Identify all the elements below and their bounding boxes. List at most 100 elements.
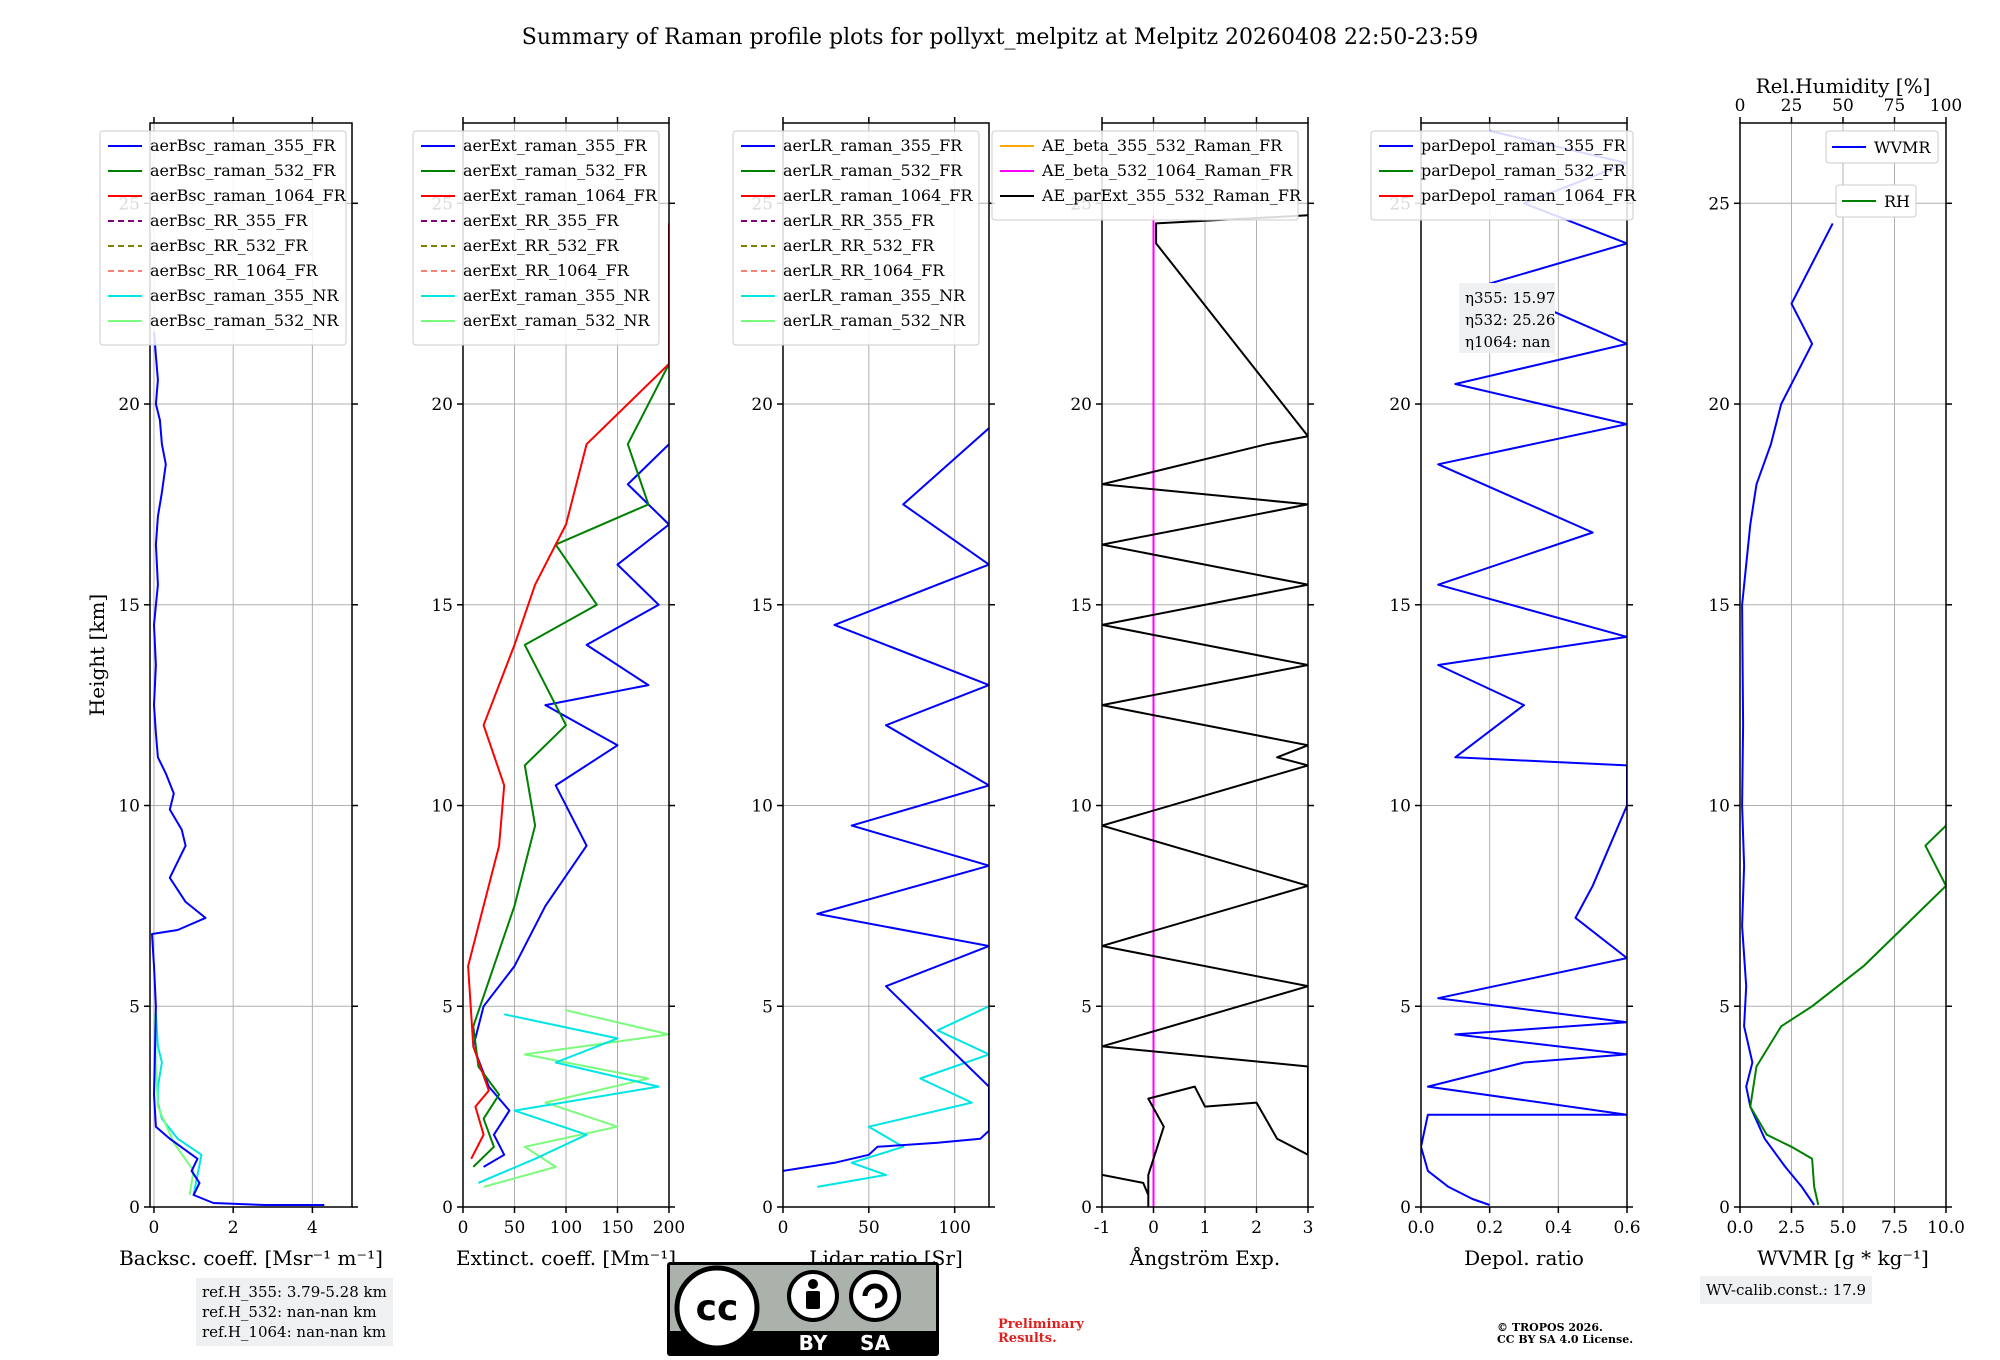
series-group-lr (783, 427, 989, 1188)
series-aerExt_raman_1064_FR (467, 223, 669, 1160)
legend-label-AE_beta_532_1064_Raman_FR: AE_beta_532_1064_Raman_FR (1041, 161, 1293, 180)
ytick-label-ae-4: 20 (1070, 395, 1092, 415)
xtick-label-ext-3: 150 (601, 1218, 633, 1238)
series-aerExt_raman_532_FR (472, 363, 669, 1168)
preliminary-line-1: Preliminary (998, 1317, 1084, 1332)
legend-label-aerBsc_raman_1064_FR: aerBsc_raman_1064_FR (150, 186, 347, 205)
ytick-label-wv-2: 10 (1708, 797, 1730, 817)
copyright-line-1: © TROPOS 2026. (1497, 1321, 1603, 1334)
legend-label-parDepol_raman_355_FR: parDepol_raman_355_FR (1421, 136, 1627, 155)
legend-ae: AE_beta_355_532_Raman_FR AE_beta_532_1064… (991, 130, 1302, 221)
panels: 0510152025024Backsc. coeff. [Msr⁻¹ m⁻¹]a… (99, 74, 1965, 1270)
legend-label-AE_beta_355_532_Raman_FR: AE_beta_355_532_Raman_FR (1041, 136, 1283, 155)
ytick-label-lr-1: 5 (762, 997, 773, 1017)
ytick-label-depol-1: 5 (1400, 997, 1411, 1017)
legend-label-aerLR_raman_355_FR: aerLR_raman_355_FR (783, 136, 963, 155)
legend-label: RH (1884, 192, 1910, 211)
xtick-label-depol-3: 0.6 (1613, 1218, 1640, 1238)
xtick-label-ae-0: -1 (1094, 1218, 1111, 1238)
ytick-label-ext-1: 5 (442, 997, 453, 1017)
share-alike-icon (849, 1270, 901, 1322)
legend-bsc: aerBsc_raman_355_FR aerBsc_raman_532_FRae… (99, 130, 347, 346)
ytick-label-bsc-0: 0 (129, 1198, 140, 1218)
preliminary-line-2: Results. (998, 1331, 1057, 1346)
ytick-label-depol-4: 20 (1389, 395, 1411, 415)
ytick-label-ae-3: 15 (1070, 596, 1092, 616)
legend-label-aerExt_raman_355_NR: aerExt_raman_355_NR (463, 286, 651, 305)
xtick-label-ae-4: 3 (1303, 1218, 1314, 1238)
series-aerExt_raman_355_FR (472, 443, 669, 1168)
legend-label-aerExt_raman_1064_FR: aerExt_raman_1064_FR (463, 186, 658, 205)
legend-label-aerExt_RR_532_FR: aerExt_RR_532_FR (463, 236, 620, 255)
xtick-label-wv-1: 2.5 (1778, 1218, 1805, 1238)
top-xtick-label-0: 0 (1735, 96, 1746, 116)
legend-label: WVMR (1874, 138, 1931, 157)
ytick-label-wv-5: 25 (1708, 194, 1730, 214)
top-xtick-label-1: 25 (1781, 96, 1803, 116)
series-WVMR (1741, 222, 1834, 1206)
legend-box-lr (732, 130, 980, 346)
wv-calib-text: WV-calib.const.: 17.9 (1706, 1281, 1867, 1299)
legend-label-aerLR_raman_355_NR: aerLR_raman_355_NR (783, 286, 966, 305)
xtick-label-ext-4: 200 (653, 1218, 685, 1238)
xtick-label-lr-2: 100 (938, 1218, 970, 1238)
series-RH (1749, 824, 1946, 1206)
series-aerLR_raman_355_FR (783, 427, 989, 1172)
copyright-notice: © TROPOS 2026. CC BY SA 4.0 License. (1497, 1322, 1633, 1346)
depol-annotation: η355: 15.97 η532: 25.26 η1064: nan (1459, 283, 1555, 353)
reference-height-box: ref.H_355: 3.79-5.28 km ref.H_532: nan-n… (196, 1278, 393, 1346)
series-aerLR_raman_355_NR (817, 1005, 989, 1188)
legend-label-aerBsc_raman_355_NR: aerBsc_raman_355_NR (150, 286, 339, 305)
series-group-ae (1102, 214, 1308, 1207)
cc-sa-label: SA (860, 1331, 890, 1355)
legend-entry-RH: RH (1835, 184, 1917, 218)
xtick-label-wv-0: 0.0 (1726, 1218, 1753, 1238)
series-aerExt_raman_355_NR (478, 1013, 660, 1184)
legend-label-aerLR_raman_1064_FR: aerLR_raman_1064_FR (783, 186, 973, 205)
legend-box-ae (991, 130, 1299, 221)
cc-by-label: BY (799, 1331, 828, 1355)
ytick-label-ext-4: 20 (431, 395, 453, 415)
series-AE_parExt_355_532_Raman_FR (1102, 214, 1308, 1207)
refh-355: ref.H_355: 3.79-5.28 km (202, 1283, 387, 1301)
legend-label-aerBsc_RR_532_FR: aerBsc_RR_532_FR (150, 236, 308, 255)
xtick-label-ae-3: 2 (1251, 1218, 1262, 1238)
xtick-label-ae-2: 1 (1200, 1218, 1211, 1238)
ytick-label-lr-0: 0 (762, 1198, 773, 1218)
wv-calib-box: WV-calib.const.: 17.9 (1700, 1276, 1873, 1304)
legend-depol: parDepol_raman_355_FR parDepol_raman_532_… (1370, 130, 1637, 221)
xtick-label-ext-1: 50 (504, 1218, 526, 1238)
legend-label-aerBsc_raman_355_FR: aerBsc_raman_355_FR (150, 136, 336, 155)
figure-title: Summary of Raman profile plots for polly… (522, 25, 1479, 50)
xtick-label-wv-3: 7.5 (1881, 1218, 1908, 1238)
axes-frame-lr (782, 122, 990, 1208)
legend-entry-WVMR: WVMR (1825, 130, 1939, 164)
legend-label-aerBsc_raman_532_FR: aerBsc_raman_532_FR (150, 161, 336, 180)
panel-lr: 0510152025050100Lidar ratio [Sr]aerLR_ra… (732, 117, 995, 1270)
cc-logo-text: cc (696, 1288, 739, 1329)
xtick-label-bsc-0: 0 (149, 1218, 160, 1238)
refh-532: ref.H_532: nan-nan km (202, 1303, 377, 1321)
ytick-label-wv-0: 0 (1719, 1198, 1730, 1218)
xlabel-bsc: Backsc. coeff. [Msr⁻¹ m⁻¹] (119, 1246, 383, 1270)
xtick-label-depol-1: 0.2 (1476, 1218, 1503, 1238)
annotation-box (1459, 283, 1555, 353)
legend-box-bsc (99, 130, 347, 346)
series-group-wv (1741, 222, 1946, 1206)
ytick-label-ext-3: 15 (431, 596, 453, 616)
xtick-label-wv-2: 5.0 (1829, 1218, 1856, 1238)
axes-frame-depol (1420, 122, 1628, 1208)
refh-1064: ref.H_1064: nan-nan km (202, 1323, 387, 1341)
xtick-label-bsc-2: 4 (307, 1218, 318, 1238)
legend-label-aerLR_raman_532_NR: aerLR_raman_532_NR (783, 311, 966, 330)
ytick-label-ae-1: 5 (1081, 997, 1092, 1017)
panel-wv: 0 5 10 15 20 25 0.0 2.5 5.0 7.5 10.0 WVMR [g * kg⁻¹… (1708, 74, 1965, 1270)
y-axis-label: Height [km] (85, 594, 109, 716)
cc-logo-icon (674, 1265, 760, 1351)
legend-box (1825, 130, 1939, 164)
annotation-line-1: η532: 25.26 (1465, 311, 1555, 329)
top-xlabel-wv: Rel.Humidity [%] (1756, 74, 1931, 98)
ytick-label-depol-0: 0 (1400, 1198, 1411, 1218)
xlabel-wv: WVMR [g * kg⁻¹] (1757, 1246, 1929, 1270)
series-parDepol_raman_355_FR (1421, 130, 1627, 1206)
